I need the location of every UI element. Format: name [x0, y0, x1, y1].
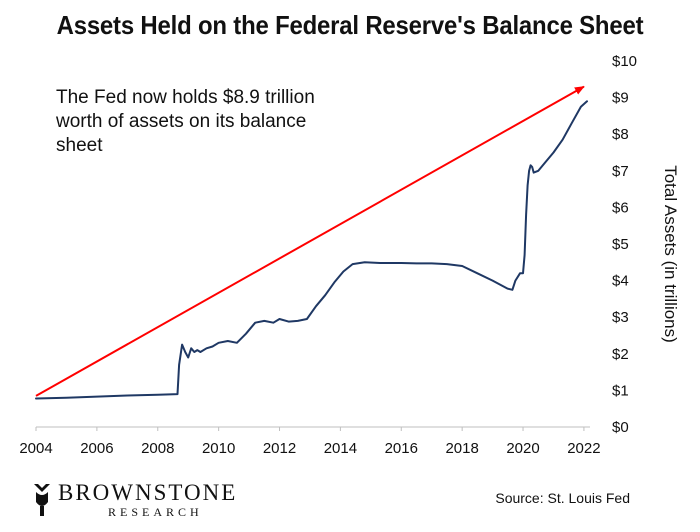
x-tick-label: 2014: [324, 440, 357, 457]
trend-arrow: [35, 85, 585, 397]
y-tick-label: $2: [612, 346, 629, 363]
x-tick-label: 2016: [385, 440, 418, 457]
brownstone-crest-icon: [34, 484, 50, 516]
series-line: [35, 100, 588, 400]
y-tick-label: $8: [612, 126, 629, 143]
x-tick-label: 2010: [202, 440, 235, 457]
annotation-line-1: The Fed now holds $8.9 trillion: [56, 87, 315, 108]
y-tick-label: $9: [612, 90, 629, 107]
y-tick-label: $5: [612, 236, 629, 253]
y-axis-label: Total Assets (in trillions): [661, 165, 680, 343]
y-tick-label: $0: [612, 419, 629, 436]
source-note: Source: St. Louis Fed: [495, 490, 630, 506]
y-tick-label: $3: [612, 309, 629, 326]
x-tick-label: 2008: [141, 440, 174, 457]
y-tick-label: $10: [612, 53, 637, 70]
brownstone-logo: BROWNSTONE RESEARCH: [30, 478, 270, 524]
y-tick-label: $1: [612, 382, 629, 399]
x-tick-label: 2022: [567, 440, 600, 457]
chart-title: Assets Held on the Federal Reserve's Bal…: [56, 10, 644, 40]
y-tick-label: $6: [612, 199, 629, 216]
annotation-line-3: sheet: [56, 135, 103, 156]
annotation-line-2: worth of assets on its balance: [56, 111, 307, 132]
x-tick-label: 2012: [263, 440, 296, 457]
x-tick-label: 2018: [445, 440, 478, 457]
x-tick-label: 2020: [506, 440, 539, 457]
y-tick-label: $7: [612, 163, 629, 180]
logo-sub-text: RESEARCH: [108, 505, 203, 519]
x-tick-label: 2006: [80, 440, 113, 457]
chart-annotation: The Fed now holds $8.9 trillion worth of…: [56, 86, 356, 158]
logo-brand-text: BROWNSTONE: [58, 480, 238, 505]
y-tick-label: $4: [612, 273, 629, 290]
x-tick-label: 2004: [19, 440, 52, 457]
